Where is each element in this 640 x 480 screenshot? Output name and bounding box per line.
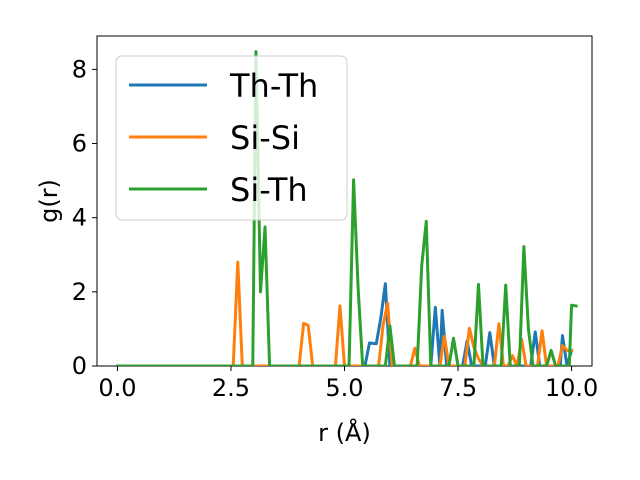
- y-tick-label: 4: [72, 204, 87, 232]
- series-lines: [115, 50, 578, 366]
- y-tick-label: 6: [72, 130, 87, 158]
- legend-box: [115, 55, 348, 221]
- series-line-si-si: [115, 260, 574, 366]
- x-tick-label: 7.5: [439, 374, 477, 402]
- axes: 0.0 2.5 5.0 7.5 10.0 0 2 4 6 8 r (Å) g(r): [35, 35, 598, 447]
- legend-label-si-si: Si-Si: [230, 119, 300, 157]
- x-tick-label: 2.5: [212, 374, 250, 402]
- x-tick-label: 0.0: [98, 374, 136, 402]
- x-axis-label: r (Å): [318, 418, 371, 447]
- series-line-si-th: [115, 50, 578, 366]
- x-tick-label: 10.0: [545, 374, 598, 402]
- legend-label-si-th: Si-Th: [230, 171, 308, 209]
- legend: Th-Th Si-Si Si-Th: [115, 55, 348, 221]
- y-tick-label: 2: [72, 278, 87, 306]
- x-tick-label: 5.0: [325, 374, 363, 402]
- legend-label-th-th: Th-Th: [229, 67, 318, 105]
- y-axis-label: g(r): [35, 179, 63, 223]
- y-tick-label: 8: [72, 55, 87, 83]
- y-tick-label: 0: [72, 352, 87, 380]
- series-line-th-th: [115, 282, 574, 366]
